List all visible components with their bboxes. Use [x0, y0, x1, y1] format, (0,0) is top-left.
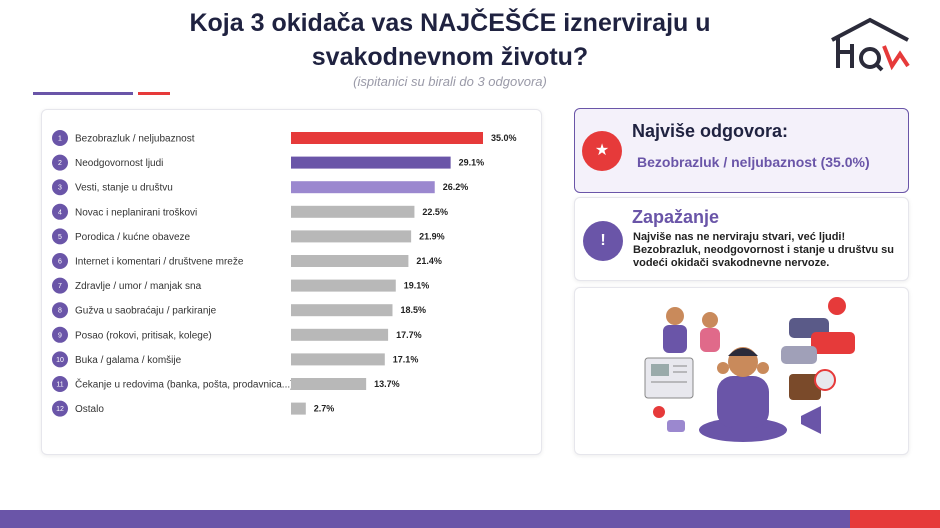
- star-icon: ★: [582, 131, 622, 171]
- bar-chart: 1 Bezobrazluk / neljubaznost 35.0% 2 Neodgov…: [52, 130, 517, 417]
- bar: [291, 230, 412, 243]
- category-label: Porodica / kućne obaveze: [75, 232, 191, 243]
- rank-number: 2: [58, 160, 62, 167]
- bar: [291, 402, 306, 415]
- bar: [291, 205, 415, 218]
- rank-number: 10: [56, 357, 64, 364]
- page-subtitle: (ispitanici su birali do 3 odgovora): [353, 74, 547, 89]
- rank-badge: [52, 277, 68, 294]
- footer-bar: [0, 510, 940, 528]
- value-label: 2.7%: [314, 404, 335, 414]
- value-label: 22.5%: [422, 207, 448, 217]
- stressed-person-illustration: [644, 297, 855, 442]
- footer-accent: [850, 510, 940, 528]
- bar: [291, 132, 483, 144]
- category-label: Vesti, stanje u društvu: [75, 183, 173, 194]
- rank-number: 5: [58, 234, 62, 241]
- value-label: 17.1%: [393, 354, 419, 364]
- bar: [291, 328, 389, 341]
- insight-heading: Zapažanje: [632, 207, 720, 227]
- bar: [291, 279, 396, 292]
- rank-badge: [52, 351, 68, 368]
- bar: [291, 353, 385, 366]
- value-label: 21.4%: [416, 256, 442, 266]
- value-label: 26.2%: [443, 182, 469, 192]
- bar: [291, 156, 451, 169]
- insight-card: ! Zapažanje Najviše nas ne nerviraju stv…: [574, 197, 909, 281]
- category-label: Gužva u saobraćaju / parkiranje: [75, 306, 217, 317]
- rank-badge: [52, 203, 68, 220]
- insight-text: Najviše nas ne nerviraju stvari, već lju…: [633, 231, 894, 269]
- category-label: Ostalo: [75, 404, 104, 415]
- bar: [291, 378, 367, 390]
- category-label: Internet i komentari / društvene mreže: [75, 257, 244, 268]
- category-label: Zdravlje / umor / manjak sna: [75, 281, 202, 292]
- top-answer-heading: Najviše odgovora:: [632, 121, 789, 141]
- rank-number: 9: [58, 332, 62, 339]
- rank-badge: [52, 154, 68, 171]
- rank-number: 6: [58, 259, 62, 266]
- rank-badge: [52, 302, 68, 319]
- top-answer-value: Bezobrazluk / neljubaznost (35.0%): [637, 154, 870, 170]
- category-label: Bezobrazluk / neljubaznost: [75, 134, 195, 145]
- decorative-line-red: [138, 92, 170, 95]
- exclamation-icon: !: [583, 221, 623, 261]
- brand-logo: [831, 17, 910, 72]
- rank-badge: [52, 376, 68, 392]
- rank-number: 3: [58, 185, 62, 192]
- rank-badge: [52, 326, 68, 343]
- rank-number: 1: [58, 136, 62, 143]
- rank-number: 4: [58, 209, 62, 216]
- category-label: Novac i neplanirani troškovi: [75, 207, 197, 218]
- decorative-line-purple: [33, 92, 133, 95]
- value-label: 21.9%: [419, 231, 445, 241]
- rank-badge: [52, 130, 68, 146]
- category-label: Posao (rokovi, pritisak, kolege): [75, 330, 212, 341]
- value-label: 29.1%: [459, 158, 485, 168]
- rank-badge: [52, 179, 68, 196]
- rank-number: 8: [58, 308, 62, 315]
- illustration-card: [574, 287, 909, 455]
- bar: [291, 304, 393, 317]
- page-title: Koja 3 okidača vas NAJČEŠĆE iznerviraju …: [120, 6, 780, 74]
- bar: [291, 255, 409, 267]
- rank-badge: [52, 400, 68, 417]
- rank-number: 11: [56, 382, 63, 389]
- title-line-2: svakodnevnom životu?: [311, 43, 589, 71]
- title-line-1: Koja 3 okidača vas NAJČEŠĆE iznerviraju …: [189, 9, 711, 37]
- bar: [291, 181, 435, 194]
- category-label: Neodgovornost ljudi: [75, 158, 163, 169]
- category-label: Buka / galama / komšije: [75, 355, 182, 366]
- value-label: 17.7%: [396, 330, 422, 340]
- rank-number: 12: [56, 406, 64, 413]
- category-label: Čekanje u redovima (banka, pošta, prodav…: [75, 378, 293, 391]
- bar-chart-card: 1 Bezobrazluk / neljubaznost 35.0% 2 Neodgov…: [41, 109, 542, 455]
- value-label: 13.7%: [374, 379, 400, 389]
- rank-number: 7: [58, 283, 62, 290]
- value-label: 19.1%: [404, 281, 430, 291]
- top-answer-card: ★ Najviše odgovora: Bezobrazluk / neljub…: [574, 108, 909, 193]
- rank-badge: [52, 228, 68, 245]
- value-label: 35.0%: [491, 133, 517, 143]
- value-label: 18.5%: [400, 305, 426, 315]
- rank-badge: [52, 253, 68, 269]
